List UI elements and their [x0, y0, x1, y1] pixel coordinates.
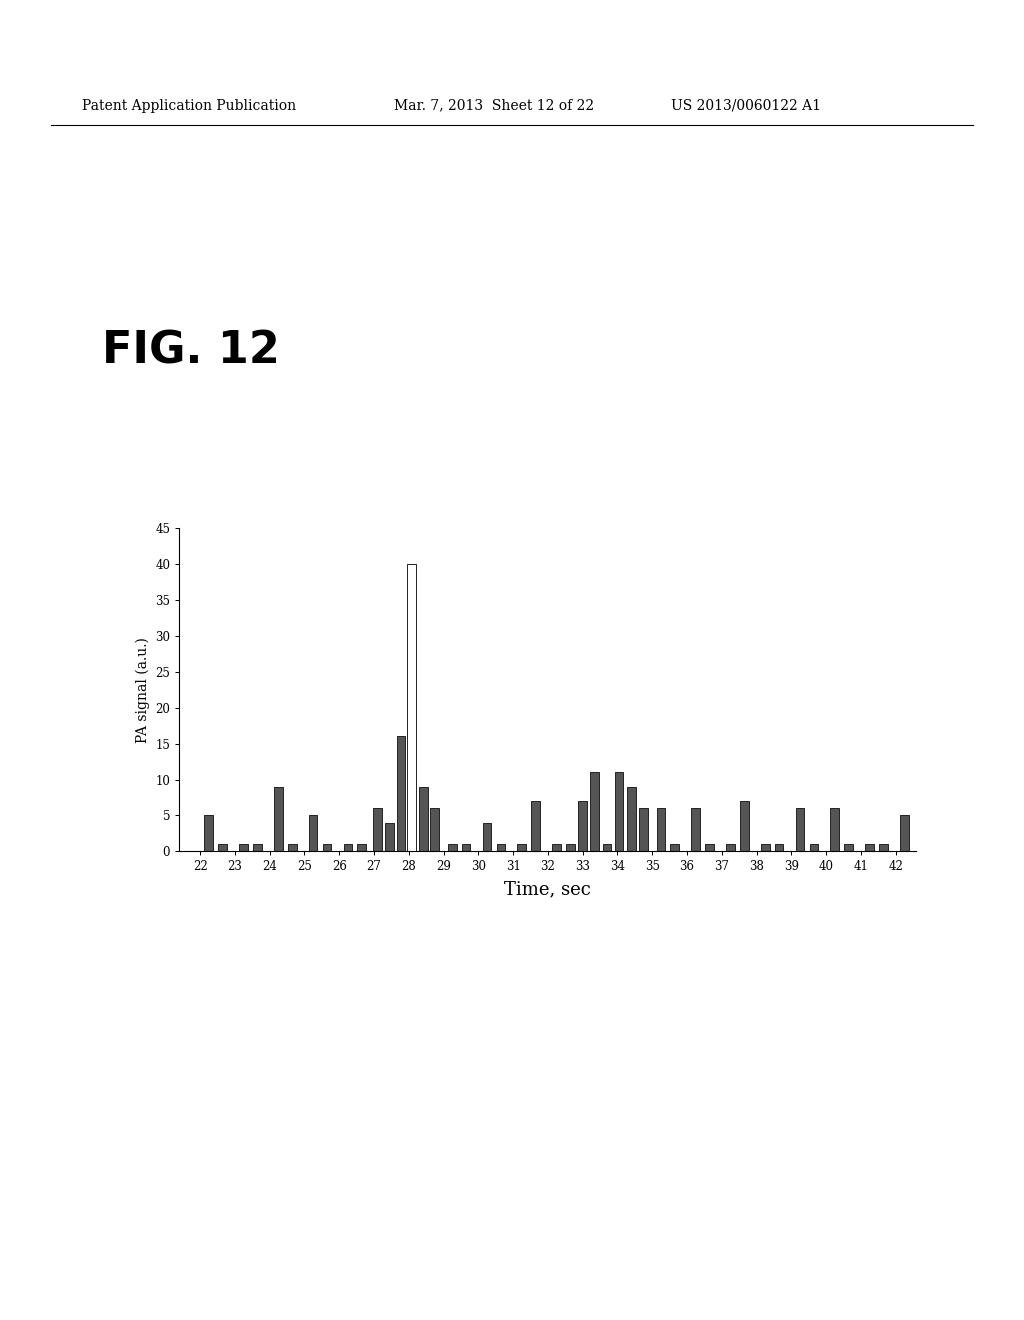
Text: Patent Application Publication: Patent Application Publication: [82, 99, 296, 112]
Bar: [845, 845, 853, 851]
Bar: [323, 845, 332, 851]
Bar: [218, 845, 227, 851]
Bar: [373, 808, 382, 851]
X-axis label: Time, sec: Time, sec: [505, 880, 591, 899]
Bar: [531, 801, 540, 851]
Bar: [396, 737, 406, 851]
Bar: [865, 845, 873, 851]
Bar: [627, 787, 636, 851]
Bar: [796, 808, 804, 851]
Bar: [517, 845, 526, 851]
Bar: [385, 822, 394, 851]
Bar: [740, 801, 749, 851]
Bar: [671, 845, 679, 851]
Y-axis label: PA signal (a.u.): PA signal (a.u.): [135, 636, 150, 743]
Bar: [288, 845, 297, 851]
Bar: [357, 845, 367, 851]
Bar: [240, 845, 248, 851]
Bar: [602, 845, 611, 851]
Bar: [879, 845, 888, 851]
Bar: [830, 808, 839, 851]
Bar: [343, 845, 352, 851]
Bar: [691, 808, 700, 851]
Bar: [482, 822, 492, 851]
Bar: [430, 808, 439, 851]
Text: FIG. 12: FIG. 12: [102, 329, 281, 372]
Bar: [900, 816, 908, 851]
Bar: [309, 816, 317, 851]
Bar: [566, 845, 574, 851]
Text: Mar. 7, 2013  Sheet 12 of 22: Mar. 7, 2013 Sheet 12 of 22: [394, 99, 594, 112]
Bar: [614, 772, 624, 851]
Bar: [447, 845, 457, 851]
Text: US 2013/0060122 A1: US 2013/0060122 A1: [671, 99, 820, 112]
Bar: [706, 845, 714, 851]
Bar: [656, 808, 666, 851]
Bar: [253, 845, 262, 851]
Bar: [205, 816, 213, 851]
Bar: [419, 787, 428, 851]
Bar: [775, 845, 783, 851]
Bar: [810, 845, 818, 851]
Bar: [639, 808, 648, 851]
Bar: [497, 845, 505, 851]
Bar: [579, 801, 587, 851]
Bar: [408, 564, 416, 851]
Bar: [274, 787, 283, 851]
Bar: [726, 845, 735, 851]
Bar: [591, 772, 599, 851]
Bar: [552, 845, 561, 851]
Bar: [761, 845, 770, 851]
Bar: [462, 845, 470, 851]
